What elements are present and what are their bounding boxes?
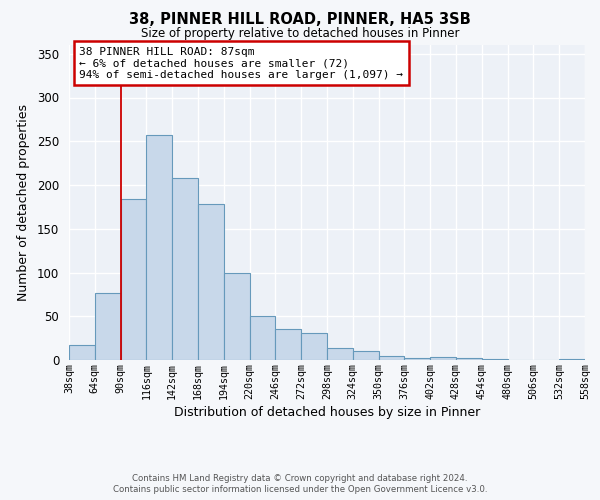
Bar — [430, 356, 456, 360]
Bar — [404, 358, 430, 360]
Bar — [250, 316, 275, 360]
Text: 38 PINNER HILL ROAD: 87sqm
← 6% of detached houses are smaller (72)
94% of semi-: 38 PINNER HILL ROAD: 87sqm ← 6% of detac… — [79, 46, 403, 80]
Text: Size of property relative to detached houses in Pinner: Size of property relative to detached ho… — [141, 28, 459, 40]
Text: Contains HM Land Registry data © Crown copyright and database right 2024.
Contai: Contains HM Land Registry data © Crown c… — [113, 474, 487, 494]
Bar — [69, 345, 95, 360]
Bar — [379, 356, 404, 360]
Text: 38, PINNER HILL ROAD, PINNER, HA5 3SB: 38, PINNER HILL ROAD, PINNER, HA5 3SB — [129, 12, 471, 28]
Bar — [172, 178, 198, 360]
Bar — [198, 204, 224, 360]
Bar — [456, 358, 482, 360]
Y-axis label: Number of detached properties: Number of detached properties — [17, 104, 30, 301]
Bar — [327, 348, 353, 360]
Bar — [353, 351, 379, 360]
X-axis label: Distribution of detached houses by size in Pinner: Distribution of detached houses by size … — [174, 406, 480, 418]
Bar — [95, 292, 121, 360]
Bar — [146, 135, 172, 360]
Bar — [275, 328, 301, 360]
Bar — [559, 359, 585, 360]
Bar — [301, 333, 327, 360]
Bar — [224, 272, 250, 360]
Bar — [482, 359, 508, 360]
Bar — [121, 199, 146, 360]
